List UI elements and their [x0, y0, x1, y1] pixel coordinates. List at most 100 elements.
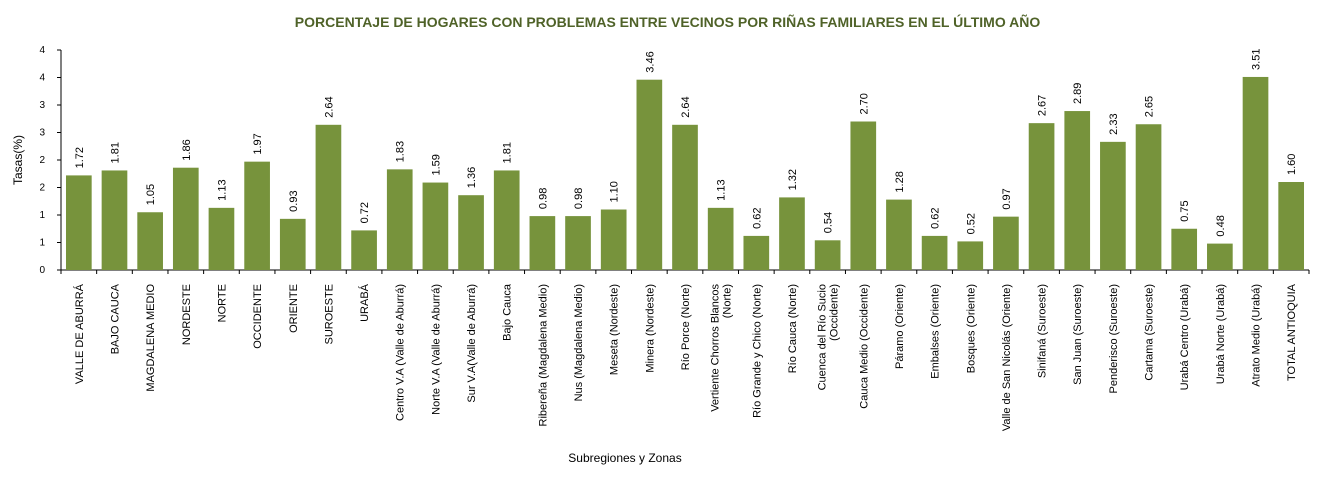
- bar: [850, 121, 877, 270]
- x-tick-label: Cartama (Suroeste): [1144, 284, 1156, 381]
- bar: [493, 170, 520, 270]
- bar: [779, 197, 805, 270]
- y-tick-label: 1: [39, 238, 45, 249]
- bar: [1207, 243, 1233, 270]
- data-label: 0.48: [1215, 215, 1227, 236]
- x-tick-label: Río Grande y Chico (Norte): [751, 284, 763, 418]
- bar: [636, 79, 663, 270]
- data-label: 2.89: [1072, 83, 1084, 104]
- bar: [529, 216, 556, 270]
- y-tick-label: 3: [39, 128, 45, 139]
- bar: [1028, 123, 1055, 271]
- x-tick-label: MAGDALENA MEDIO: [145, 284, 157, 392]
- y-tick-label: 2: [39, 183, 45, 194]
- x-tick-label: Cuenca del Río Sucio(Occidente): [817, 284, 841, 390]
- bar: [1171, 228, 1198, 270]
- bar: [208, 207, 235, 270]
- x-tick-label: Río Cauca (Norte): [787, 284, 799, 373]
- y-tick-label: 4: [39, 45, 45, 56]
- y-tick-label: 2: [39, 155, 45, 166]
- x-tick-label: SUROESTE: [323, 284, 335, 345]
- bar: [244, 161, 270, 270]
- data-label: 2.64: [680, 96, 692, 117]
- bar: [814, 240, 841, 270]
- bar: [1242, 76, 1269, 270]
- data-label: 1.10: [609, 181, 621, 202]
- bar: [65, 175, 92, 270]
- y-tick-label: 3: [39, 100, 45, 111]
- x-tick-label: NORTE: [216, 284, 228, 322]
- bar: [672, 124, 698, 270]
- data-label: 1.83: [395, 141, 407, 162]
- x-tick-label: Vertiente Chorros Blancos(Norte): [710, 284, 734, 412]
- x-tick-label: BAJO CAUCA: [109, 283, 121, 354]
- x-tick-label: Cauca Medio (Occidente): [858, 284, 870, 409]
- data-label: 2.65: [1144, 96, 1156, 117]
- data-label: 0.62: [751, 207, 763, 228]
- x-tick-label: Sur V.A(Valle de Aburrá): [466, 284, 478, 403]
- bar: [1278, 182, 1305, 270]
- y-tick-label: 1: [39, 210, 45, 221]
- data-label: 0.52: [965, 213, 977, 234]
- y-tick-label: 4: [39, 73, 45, 84]
- data-label: 0.97: [1001, 188, 1013, 209]
- x-tick-label: Valle de San Nicolás (Oriente): [1001, 284, 1013, 431]
- x-tick-label: VALLE DE ABURRÁ: [73, 283, 86, 384]
- data-label: 3.46: [644, 51, 656, 72]
- x-tick-label: Meseta (Nordeste): [609, 284, 621, 375]
- bar: [957, 241, 984, 270]
- bar: [458, 195, 484, 270]
- x-tick-label: Río Porce (Norte): [680, 284, 692, 370]
- data-label: 1.97: [252, 133, 264, 154]
- data-label: 0.98: [537, 188, 549, 209]
- data-label: 1.28: [894, 171, 906, 192]
- bar: [315, 124, 342, 270]
- bar: [137, 212, 163, 270]
- data-label: 1.81: [502, 142, 514, 163]
- data-label: 1.81: [109, 142, 121, 163]
- x-tick-label: Embalses (Oriente): [930, 284, 942, 379]
- data-label: 0.62: [930, 207, 942, 228]
- data-label: 1.13: [716, 179, 728, 200]
- bar: [101, 170, 128, 270]
- bar: [600, 209, 627, 270]
- x-tick-label: Bosques (Oriente): [965, 284, 977, 373]
- bar: [1135, 124, 1162, 270]
- data-label: 1.86: [181, 139, 193, 160]
- x-tick-label: Bajo Cauca: [502, 283, 514, 341]
- bar: [1100, 141, 1126, 270]
- bar: [386, 169, 413, 270]
- data-label: 1.59: [430, 154, 442, 175]
- data-label: 1.05: [145, 184, 157, 205]
- x-tick-label: Penderisco (Suroeste): [1108, 284, 1120, 393]
- data-label: 0.98: [573, 188, 585, 209]
- chart-title: PORCENTAJE DE HOGARES CON PROBLEMAS ENTR…: [294, 14, 1041, 30]
- x-tick-label: Urabá Norte (Urabá): [1215, 284, 1227, 384]
- data-label: 2.33: [1108, 113, 1120, 134]
- bar: [172, 167, 199, 270]
- data-label: 1.60: [1286, 154, 1298, 175]
- x-tick-label: Atrato Medio (Urabá): [1251, 284, 1263, 387]
- data-label: 2.64: [323, 96, 335, 117]
- x-tick-label: URABÁ: [358, 283, 371, 322]
- x-tick-label: Minera (Nordeste): [644, 284, 656, 373]
- data-label: 2.67: [1037, 95, 1049, 116]
- y-axis-title: Tasas(%): [11, 135, 25, 185]
- data-label: 1.32: [787, 169, 799, 190]
- y-tick-label: 0: [39, 265, 45, 276]
- x-axis-title: Subregiones y Zonas: [568, 451, 681, 465]
- x-tick-label: Páramo (Oriente): [894, 284, 906, 369]
- bar: [707, 207, 734, 270]
- bar: [993, 216, 1019, 270]
- bar: [279, 218, 306, 270]
- x-tick-label: Norte V.A (Valle de Aburrá): [430, 284, 442, 415]
- data-label: 0.54: [823, 212, 835, 233]
- bar: [1064, 111, 1091, 270]
- bar: [886, 199, 912, 270]
- x-tick-label: ORIENTE: [288, 284, 300, 333]
- x-tick-label: Ribereña (Magdalena Medio): [537, 284, 549, 426]
- bar: [743, 235, 770, 270]
- data-label: 0.72: [359, 202, 371, 223]
- data-label: 0.75: [1179, 200, 1191, 221]
